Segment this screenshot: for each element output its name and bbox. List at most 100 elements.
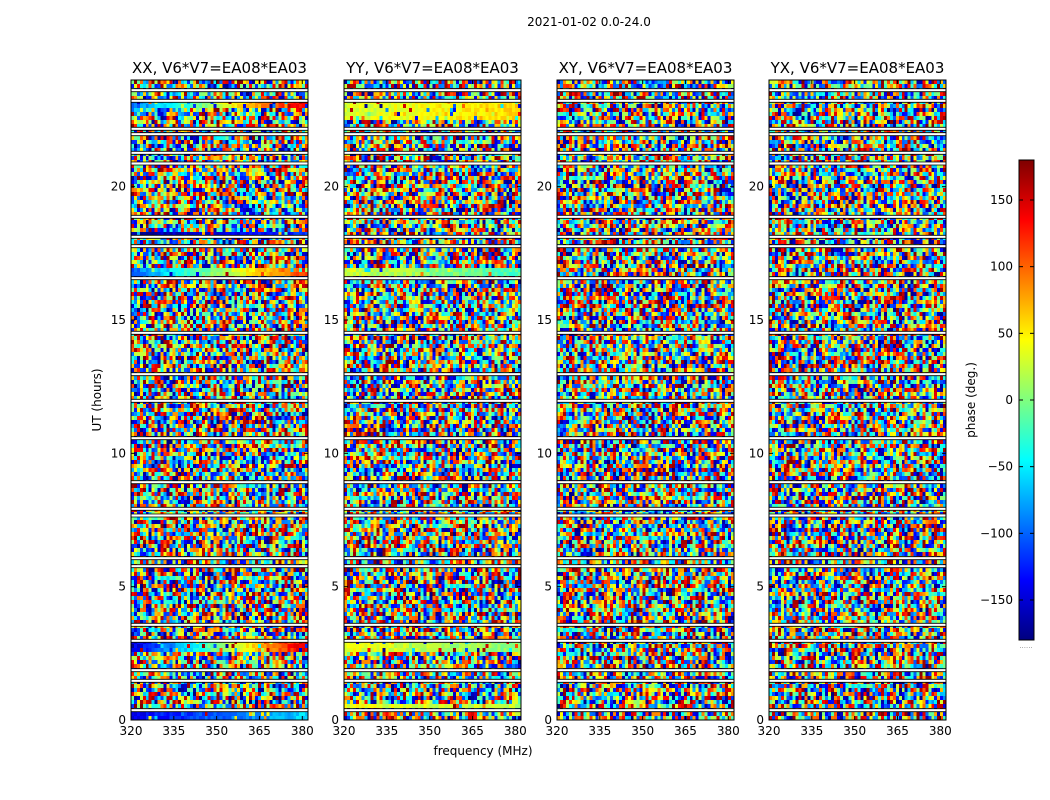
y-tick-label: 20 <box>111 180 126 194</box>
flag-gap <box>344 235 521 238</box>
x-tick-label: 380 <box>291 724 314 738</box>
x-tick-label: 380 <box>504 724 527 738</box>
flag-gap <box>557 481 734 484</box>
flag-gap <box>557 709 734 712</box>
flag-gap <box>131 373 308 376</box>
flag-gap <box>557 557 734 560</box>
flag-gap <box>769 373 946 376</box>
flag-gap <box>344 331 521 334</box>
y-tick-label: 15 <box>537 313 552 327</box>
flag-gap <box>131 399 308 402</box>
flag-gap <box>131 245 308 248</box>
panel-title: YX, V6*V7=EA08*EA03 <box>770 59 945 77</box>
y-tick-label: 0 <box>756 713 764 727</box>
x-tick-label: 350 <box>205 724 228 738</box>
flag-gap <box>557 162 734 165</box>
y-tick-label: 15 <box>111 313 126 327</box>
flag-gap <box>769 437 946 440</box>
flag-gap <box>131 151 308 154</box>
flag-gap <box>769 99 946 102</box>
x-tick-label: 335 <box>375 724 398 738</box>
panel-title: XY, V6*V7=EA08*EA03 <box>559 59 733 77</box>
x-tick-label: 365 <box>886 724 909 738</box>
y-tick-label: 5 <box>118 580 126 594</box>
panel-title: YY, V6*V7=EA08*EA03 <box>345 59 519 77</box>
flag-gap <box>769 514 946 517</box>
y-tick-label: 5 <box>756 580 764 594</box>
flag-gap <box>769 481 946 484</box>
y-tick-label: 0 <box>544 713 552 727</box>
colorbar-tick-label: −100 <box>980 526 1013 540</box>
flag-gap <box>131 437 308 440</box>
flag-gap <box>344 373 521 376</box>
flag-gap <box>557 89 734 92</box>
panel-title: XX, V6*V7=EA08*EA03 <box>132 59 307 77</box>
x-tick-label: 365 <box>461 724 484 738</box>
flag-gap <box>131 514 308 517</box>
y-axis-label: UT (hours) <box>90 368 104 431</box>
flag-gap <box>344 623 521 626</box>
flag-gap <box>769 245 946 248</box>
y-tick-label: 0 <box>331 713 339 727</box>
flag-gap <box>769 151 946 154</box>
flag-gap <box>769 162 946 165</box>
flag-gap <box>131 277 308 280</box>
flag-gap <box>344 99 521 102</box>
flag-gap <box>557 437 734 440</box>
x-tick-label: 350 <box>843 724 866 738</box>
colorbar-tick-label: 150 <box>990 193 1013 207</box>
flag-gap <box>769 507 946 510</box>
flag-gap <box>769 215 946 218</box>
flag-gap <box>344 565 521 568</box>
flag-gap <box>131 623 308 626</box>
flag-gap <box>344 709 521 712</box>
x-tick-label: 335 <box>162 724 185 738</box>
chart-suptitle: 2021-01-02 0.0-24.0 <box>527 15 651 29</box>
flag-gap <box>344 669 521 672</box>
flag-gap <box>557 669 734 672</box>
flag-gap <box>557 215 734 218</box>
flag-gap <box>131 162 308 165</box>
flag-gap <box>557 277 734 280</box>
x-tick-label: 350 <box>631 724 654 738</box>
y-tick-label: 20 <box>537 180 552 194</box>
flag-gap <box>769 709 946 712</box>
y-tick-label: 20 <box>324 180 339 194</box>
flag-gap <box>131 557 308 560</box>
flag-gap <box>131 99 308 102</box>
flag-gap <box>557 399 734 402</box>
flag-gap <box>769 331 946 334</box>
x-tick-label: 350 <box>418 724 441 738</box>
y-tick-label: 10 <box>324 446 339 460</box>
flag-gap <box>769 235 946 238</box>
x-tick-label: 365 <box>248 724 271 738</box>
flag-gap <box>557 679 734 682</box>
flag-gap <box>344 89 521 92</box>
flag-gap <box>557 373 734 376</box>
y-tick-label: 5 <box>544 580 552 594</box>
y-tick-label: 15 <box>749 313 764 327</box>
x-tick-label: 335 <box>588 724 611 738</box>
y-tick-label: 0 <box>118 713 126 727</box>
flag-gap <box>557 639 734 642</box>
flag-gap <box>344 215 521 218</box>
flag-gap <box>131 215 308 218</box>
flag-gap <box>344 277 521 280</box>
flag-gap <box>344 679 521 682</box>
flag-gap <box>131 89 308 92</box>
colorbar-tick-label: 50 <box>998 326 1013 340</box>
flag-gap <box>769 639 946 642</box>
x-tick-label: 380 <box>929 724 952 738</box>
y-tick-label: 10 <box>749 446 764 460</box>
flag-gap <box>344 557 521 560</box>
y-tick-label: 10 <box>111 446 126 460</box>
x-axis-label: frequency (MHz) <box>433 744 532 758</box>
flag-gap <box>131 507 308 510</box>
y-tick-label: 20 <box>749 180 764 194</box>
flag-gap <box>131 127 308 130</box>
colorbar-tick-label: 0 <box>1005 393 1013 407</box>
